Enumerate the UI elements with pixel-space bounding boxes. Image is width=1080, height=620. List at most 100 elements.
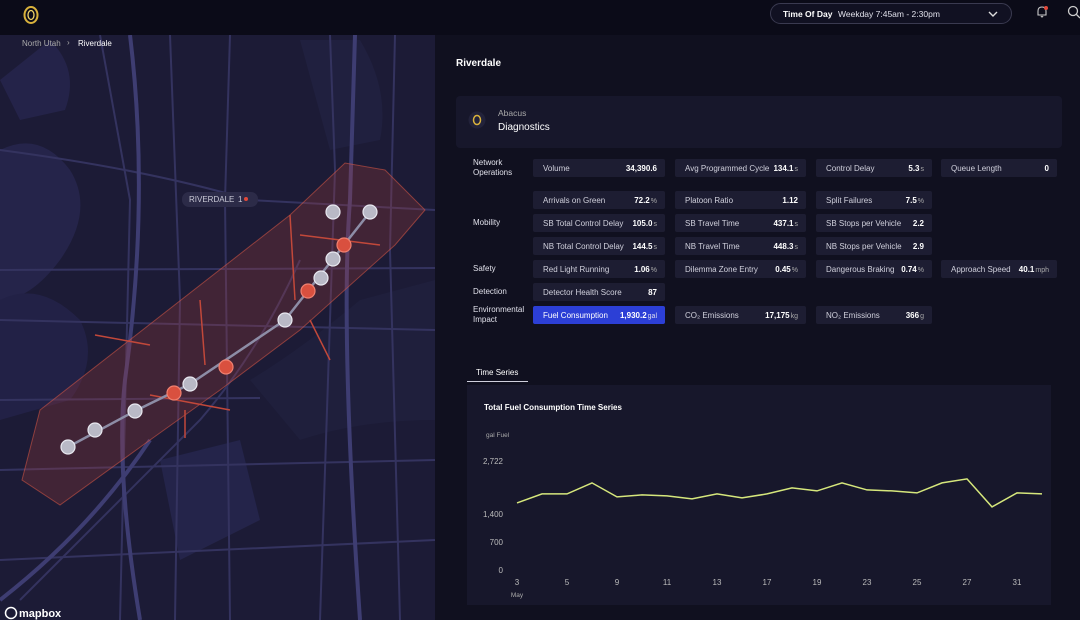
- metric-name: NO₂ Emissions: [826, 310, 880, 320]
- metric-cell[interactable]: NB Stops per Vehicle 2.9: [816, 237, 932, 255]
- metric-value-group: 448.3s: [773, 242, 798, 251]
- y-tick-label: 2,722: [483, 457, 504, 466]
- metric-value: 2.2: [912, 218, 924, 228]
- metric-value: 72.2: [634, 195, 650, 205]
- metric-name: Volume: [543, 163, 570, 173]
- metric-cell[interactable]: NB Travel Time 448.3s: [675, 237, 806, 255]
- x-tick-label: 5: [565, 578, 570, 587]
- y-tick-label: 700: [490, 538, 504, 547]
- metric-name: NB Stops per Vehicle: [826, 241, 902, 251]
- notifications-icon[interactable]: [1035, 5, 1049, 19]
- metric-value: 1.06: [634, 264, 650, 274]
- metric-cell[interactable]: Queue Length 0: [941, 159, 1057, 177]
- metric-name: Detector Health Score: [543, 287, 622, 297]
- metric-cell[interactable]: Approach Speed 40.1mph: [941, 260, 1057, 278]
- metric-value: 144.5: [632, 241, 653, 251]
- metric-value-group: 7.5%: [906, 196, 924, 205]
- x-tick-label: 9: [615, 578, 620, 587]
- metric-unit: g: [920, 312, 924, 320]
- metric-unit: %: [791, 266, 798, 274]
- metric-value-group: 0.74%: [901, 265, 924, 274]
- metric-value: 17,175: [765, 310, 790, 320]
- diagnostics-card: [456, 96, 1062, 148]
- metric-value: 134.1: [773, 163, 794, 173]
- metric-cell[interactable]: Avg Programmed Cycle 134.1s: [675, 159, 806, 177]
- metric-unit: mph: [1035, 266, 1049, 274]
- metric-value: 1.12: [782, 195, 798, 205]
- metric-value-group: 2.9: [913, 242, 924, 251]
- metric-cell[interactable]: Detector Health Score 87: [533, 283, 665, 301]
- time-of-day-value: Weekday 7:45am - 2:30pm: [838, 9, 940, 19]
- metric-value: 105.0: [632, 218, 653, 228]
- metric-cell[interactable]: Dangerous Braking 0.74%: [816, 260, 932, 278]
- metric-cell[interactable]: Control Delay 5.3s: [816, 159, 932, 177]
- group-label: Network Operations: [473, 158, 513, 177]
- metric-value-group: 2.2: [913, 219, 924, 228]
- metric-cell[interactable]: Dilemma Zone Entry 0.45%: [675, 260, 806, 278]
- map-place-count: 1: [238, 195, 243, 204]
- metric-unit: s: [794, 220, 799, 228]
- map[interactable]: RIVERDALE 1 mapbox: [0, 35, 435, 620]
- chart-title: Total Fuel Consumption Time Series: [484, 403, 622, 412]
- metric-unit: %: [650, 197, 657, 205]
- metric-name: Fuel Consumption: [543, 310, 608, 320]
- metric-unit: s: [653, 220, 658, 228]
- metric-unit: s: [653, 243, 658, 251]
- metric-value-group: 1.06%: [634, 265, 657, 274]
- metric-value-group: 0.45%: [775, 265, 798, 274]
- breadcrumb-item[interactable]: North Utah: [22, 39, 61, 48]
- metric-cell[interactable]: NB Total Control Delay 144.5s: [533, 237, 665, 255]
- x-tick-label: 11: [663, 578, 672, 587]
- y-axis-label: gal Fuel: [486, 432, 510, 439]
- metric-value-group: 40.1mph: [1019, 265, 1049, 274]
- metric-cell[interactable]: Split Failures 7.5%: [816, 191, 932, 209]
- metric-value-group: 437.1s: [773, 219, 798, 228]
- metric-cell[interactable]: NO₂ Emissions 366g: [816, 306, 932, 324]
- y-tick-label: 0: [499, 566, 504, 575]
- metric-cell[interactable]: Volume 34,390.6: [533, 159, 665, 177]
- metric-cell[interactable]: Red Light Running 1.06%: [533, 260, 665, 278]
- metric-value: 0.45: [775, 264, 791, 274]
- card-org: Abacus: [498, 108, 527, 118]
- metric-unit: s: [920, 165, 925, 173]
- card-logo: [468, 111, 486, 129]
- logo[interactable]: [22, 5, 40, 25]
- metric-name: Avg Programmed Cycle: [685, 163, 770, 173]
- metric-name: CO₂ Emissions: [685, 310, 739, 320]
- metric-cell[interactable]: SB Stops per Vehicle 2.2: [816, 214, 932, 232]
- map-attribution[interactable]: mapbox: [19, 608, 62, 620]
- dropdown-icon: [988, 11, 998, 17]
- metric-name: SB Travel Time: [685, 218, 740, 228]
- metric-name: Approach Speed: [951, 264, 1011, 274]
- search-icon[interactable]: [1067, 5, 1080, 19]
- group-label: Detection: [473, 287, 507, 296]
- x-tick-label: 31: [1013, 578, 1022, 587]
- metric-unit: s: [794, 165, 799, 173]
- metric-cell[interactable]: Fuel Consumption 1,930.2gal: [533, 306, 665, 324]
- metric-cell[interactable]: Arrivals on Green 72.2%: [533, 191, 665, 209]
- metric-value: 40.1: [1018, 264, 1035, 274]
- map-place-label[interactable]: RIVERDALE: [189, 195, 234, 204]
- metric-cell[interactable]: CO₂ Emissions 17,175kg: [675, 306, 806, 324]
- time-of-day-selector[interactable]: Time Of Day Weekday 7:45am - 2:30pm: [770, 3, 1012, 24]
- metric-unit: %: [917, 197, 924, 205]
- metric-cell[interactable]: Platoon Ratio 1.12: [675, 191, 806, 209]
- metric-value: 437.1: [773, 218, 794, 228]
- metric-value-group: 17,175kg: [765, 311, 798, 320]
- x-axis-label: May: [511, 592, 524, 599]
- metric-value: 7.5: [905, 195, 917, 205]
- metric-cell[interactable]: SB Travel Time 437.1s: [675, 214, 806, 232]
- x-tick-label: 3: [515, 578, 520, 587]
- metric-value-group: 34,390.6: [626, 164, 657, 173]
- metric-value-group: 72.2%: [634, 196, 657, 205]
- metric-cell[interactable]: SB Total Control Delay 105.0s: [533, 214, 665, 232]
- metric-name: NB Travel Time: [685, 241, 740, 251]
- x-tick-label: 13: [713, 578, 722, 587]
- metric-name: Platoon Ratio: [685, 195, 734, 205]
- metric-value: 5.3: [908, 163, 920, 173]
- tab[interactable]: Time Series: [476, 368, 519, 377]
- metric-value-group: 5.3s: [908, 164, 924, 173]
- metric-value: 2.9: [912, 241, 924, 251]
